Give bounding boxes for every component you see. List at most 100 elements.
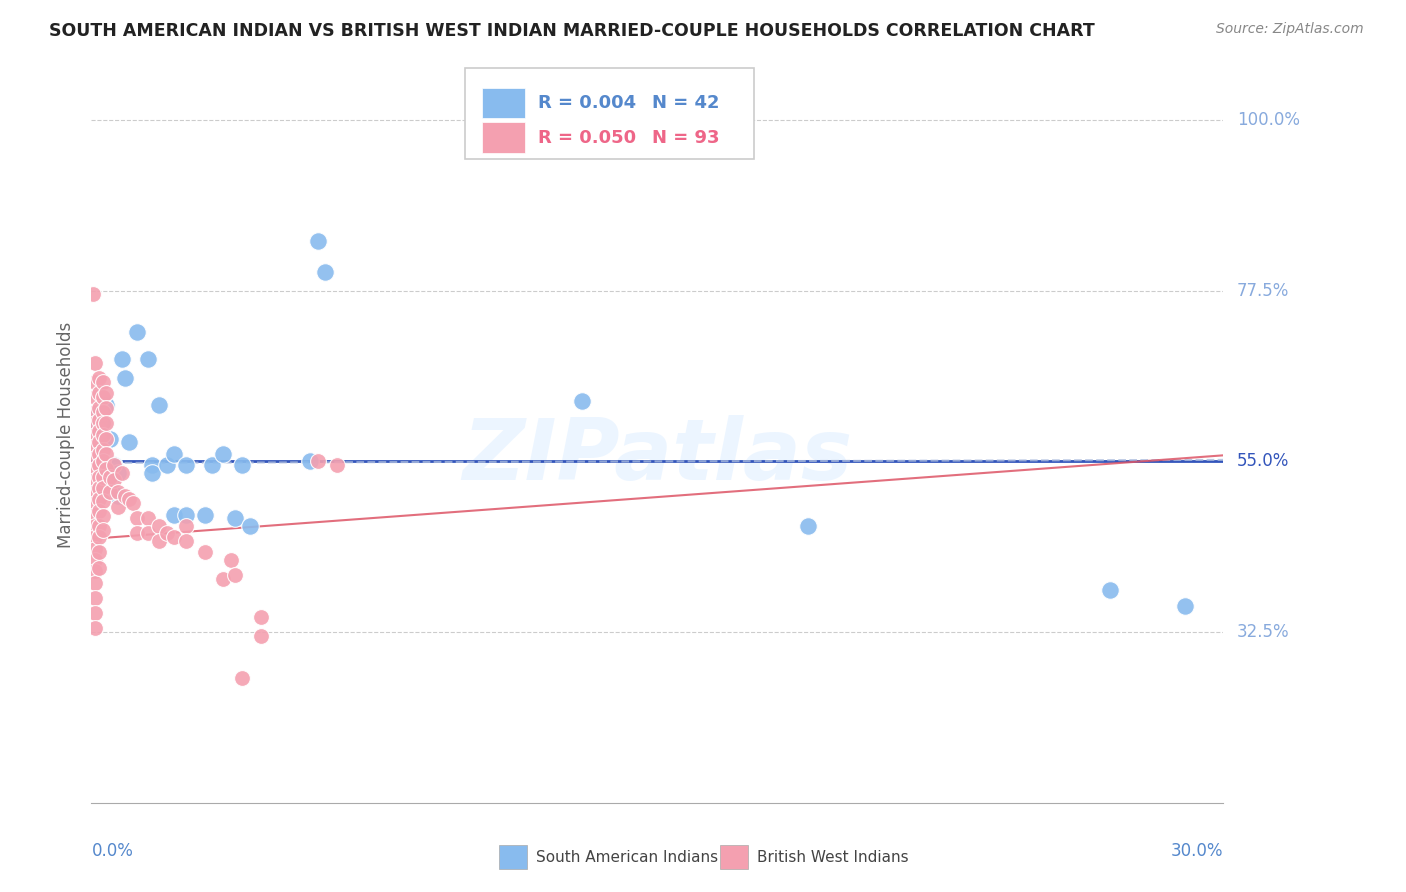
Point [84, 417, 107, 431]
Point [84, 508, 107, 522]
Text: South American Indians: South American Indians [536, 850, 718, 864]
Point [87, 492, 110, 507]
Point [98, 432, 121, 446]
Point [84, 450, 107, 465]
Point [84, 420, 107, 434]
Text: SOUTH AMERICAN INDIAN VS BRITISH WEST INDIAN MARRIED-COUPLE HOUSEHOLDS CORRELATI: SOUTH AMERICAN INDIAN VS BRITISH WEST IN… [49, 22, 1095, 40]
Point [96, 447, 118, 461]
Point [84, 606, 107, 620]
Text: 100.0%: 100.0% [1237, 111, 1301, 129]
Point [87, 504, 110, 518]
Point [84, 575, 107, 590]
Point [91, 417, 114, 431]
Point [103, 458, 125, 473]
Point [84, 462, 107, 476]
Point [125, 526, 148, 541]
Point [163, 508, 186, 522]
Point [174, 458, 197, 473]
Point [193, 545, 217, 559]
Point [141, 466, 163, 480]
Text: Source: ZipAtlas.com: Source: ZipAtlas.com [1216, 22, 1364, 37]
Point [91, 454, 114, 468]
Point [148, 534, 170, 549]
Y-axis label: Married-couple Households: Married-couple Households [56, 322, 75, 548]
Point [91, 405, 114, 419]
Bar [720, 846, 748, 869]
Point [87, 545, 110, 559]
Point [1174, 599, 1197, 613]
Text: 30.0%: 30.0% [1171, 842, 1223, 860]
Point [224, 511, 246, 525]
Point [87, 469, 110, 483]
Point [231, 458, 253, 473]
Point [136, 511, 159, 525]
Point [84, 591, 107, 605]
Point [87, 458, 110, 473]
Point [156, 458, 179, 473]
Point [87, 530, 110, 544]
Point [103, 458, 125, 473]
Point [84, 530, 107, 544]
Text: 55.0%: 55.0% [1237, 452, 1289, 470]
Point [571, 393, 593, 408]
Point [91, 469, 114, 483]
Point [136, 351, 159, 366]
Point [87, 371, 110, 385]
Point [91, 443, 114, 458]
Point [96, 432, 118, 446]
Point [307, 235, 329, 249]
Point [91, 481, 114, 495]
Point [103, 474, 125, 488]
Text: N = 93: N = 93 [651, 128, 718, 146]
Point [91, 428, 114, 442]
Point [141, 458, 163, 473]
Point [87, 435, 110, 450]
Point [118, 435, 141, 450]
Point [148, 397, 170, 411]
Text: 77.5%: 77.5% [1237, 282, 1289, 300]
Text: R = 0.050: R = 0.050 [538, 128, 637, 146]
Bar [499, 846, 527, 869]
Point [87, 405, 110, 419]
Point [96, 397, 118, 411]
Point [96, 401, 118, 416]
Point [797, 519, 820, 533]
Point [84, 390, 107, 404]
Point [110, 351, 132, 366]
Point [212, 572, 235, 586]
Point [84, 375, 107, 389]
Point [107, 466, 129, 480]
Point [84, 428, 107, 442]
Text: 32.5%: 32.5% [1237, 624, 1289, 641]
Point [174, 519, 197, 533]
Point [91, 435, 114, 450]
Point [84, 621, 107, 635]
Point [96, 462, 118, 476]
Point [87, 401, 110, 416]
Point [84, 405, 107, 419]
Point [114, 371, 136, 385]
Point [96, 417, 118, 431]
Point [174, 508, 197, 522]
Text: N = 42: N = 42 [651, 94, 718, 112]
Point [136, 526, 159, 541]
Point [250, 629, 273, 643]
Text: R = 0.004: R = 0.004 [538, 94, 637, 112]
Point [125, 326, 148, 340]
Point [231, 671, 253, 685]
Point [96, 386, 118, 401]
Point [91, 523, 114, 537]
Point [110, 466, 132, 480]
Point [84, 553, 107, 567]
Point [163, 530, 186, 544]
Point [107, 484, 129, 499]
Point [87, 386, 110, 401]
Point [250, 610, 273, 624]
Point [84, 519, 107, 533]
Point [239, 519, 262, 533]
Point [224, 568, 246, 582]
Point [91, 509, 114, 524]
Point [84, 565, 107, 579]
Point [156, 526, 179, 541]
Point [98, 484, 121, 499]
